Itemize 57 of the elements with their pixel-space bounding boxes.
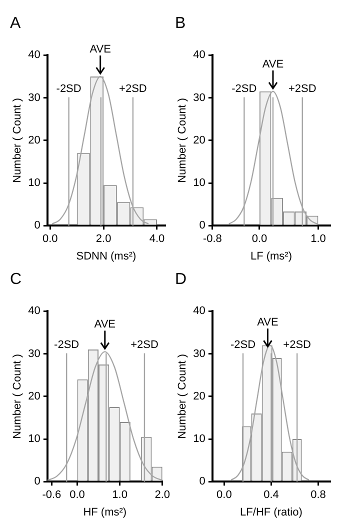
- y-tick-label: 30: [193, 348, 206, 360]
- ref-line-label: +2SD: [288, 83, 316, 96]
- chart-title: D: [175, 271, 187, 288]
- y-tick-label: 10: [28, 433, 40, 446]
- y-tick-label: 40: [28, 305, 40, 318]
- x-tick-label: 0.0: [252, 233, 268, 246]
- y-axis-title: Number ( Count ): [12, 98, 24, 183]
- y-tick-label: 20: [28, 134, 40, 146]
- ref-line-label: +2SD: [130, 339, 158, 352]
- ref-line-label: -2SD: [230, 339, 256, 352]
- y-axis-title: Number ( Count ): [12, 354, 24, 439]
- x-tick-label: 2.0: [154, 489, 170, 502]
- x-tick-label: 0.0: [42, 233, 58, 246]
- y-tick-label: 40: [193, 49, 206, 62]
- x-tick-label: -0.8: [202, 233, 222, 246]
- chart-title: A: [10, 15, 21, 32]
- x-tick-label: 1.0: [310, 233, 326, 246]
- y-tick-label: 0: [199, 220, 206, 232]
- annotation: AVE: [90, 44, 111, 56]
- ref-line-label: -2SD: [232, 83, 257, 96]
- y-tick-label: 40: [193, 305, 206, 318]
- ref-line-label: -2SD: [56, 83, 82, 96]
- annotation: AVE: [262, 58, 284, 70]
- x-axis-title: SDNN (ms²): [76, 250, 136, 262]
- annotation: AVE: [94, 318, 116, 331]
- y-tick-label: 20: [193, 134, 206, 146]
- y-tick-label: 20: [193, 390, 206, 402]
- y-tick-label: 10: [193, 177, 206, 190]
- x-tick-label: -0.6: [42, 489, 62, 502]
- y-tick-label: 40: [28, 49, 40, 62]
- x-tick-label: 2.0: [96, 233, 112, 246]
- chart-title: B: [175, 15, 186, 32]
- chart-title: C: [10, 271, 22, 288]
- x-axis-title: LF/HF (ratio): [240, 506, 302, 518]
- ref-line-label: +2SD: [283, 339, 312, 352]
- x-tick-label: 0.0: [216, 489, 232, 502]
- y-tick-label: 10: [28, 177, 40, 190]
- x-axis-title: HF (ms²): [83, 506, 127, 518]
- y-tick-label: 0: [199, 476, 206, 488]
- y-tick-label: 20: [28, 390, 40, 402]
- y-tick-label: 30: [28, 348, 40, 360]
- ref-line-label: -2SD: [54, 339, 80, 352]
- x-axis-title: LF (ms²): [250, 250, 292, 262]
- annotation: AVE: [257, 316, 278, 329]
- y-tick-label: 0: [34, 220, 40, 232]
- y-axis-title: Number ( Count ): [176, 354, 189, 439]
- x-tick-label: 0.8: [310, 489, 326, 502]
- y-tick-label: 30: [193, 92, 206, 104]
- x-tick-label: 1.0: [112, 489, 128, 502]
- x-tick-label: 4.0: [149, 233, 165, 246]
- y-tick-label: 30: [28, 92, 40, 104]
- x-tick-label: 0.0: [70, 489, 85, 502]
- y-axis-title: Number ( Count ): [176, 98, 189, 183]
- ref-line-label: +2SD: [119, 83, 147, 96]
- y-tick-label: 10: [193, 433, 206, 446]
- x-tick-label: 0.4: [264, 489, 279, 502]
- y-tick-label: 0: [34, 476, 40, 488]
